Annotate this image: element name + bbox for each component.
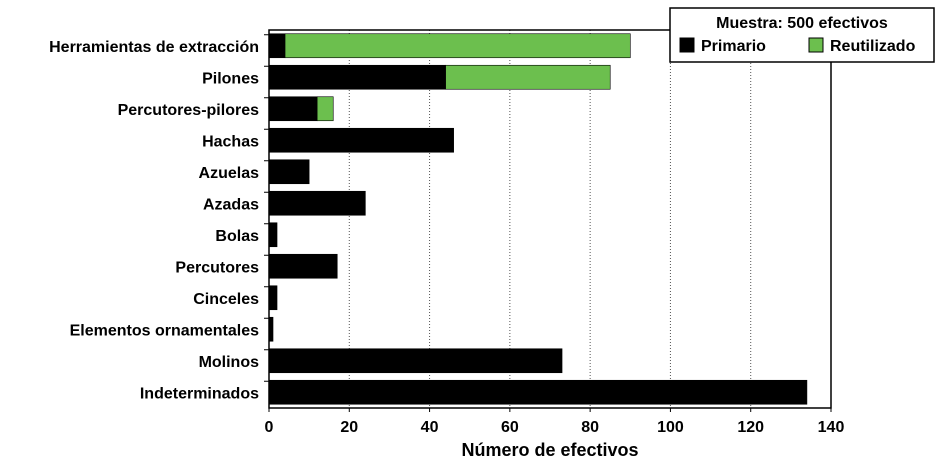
category-label: Hachas [202, 133, 259, 150]
grid-lines [348, 30, 752, 408]
legend-box [669, 7, 935, 63]
bar-primario-hachas [268, 127, 454, 153]
category-label: Azuelas [199, 165, 260, 182]
category-label: Pilones [202, 70, 259, 87]
legend-label-primario: Primario [701, 38, 766, 55]
legend-label-reutilizado: Reutilizado [830, 38, 916, 55]
category-label: Molinos [199, 354, 260, 371]
x-axis-title: Número de efectivos [461, 440, 638, 460]
category-label: Percutores-pilores [118, 102, 259, 119]
plot-frame [268, 29, 832, 409]
x-tick-label: 60 [501, 419, 519, 436]
bar-primario-percutores [268, 253, 338, 279]
category-label: Cinceles [193, 291, 259, 308]
x-tick-label: 20 [340, 419, 358, 436]
bar-primario-herramientas-de-extraccion [268, 33, 286, 59]
x-tick-label: 40 [421, 419, 439, 436]
category-label: Elementos ornamentales [70, 322, 260, 339]
bar-primario-bolas [268, 222, 278, 248]
category-label: Percutores [175, 259, 259, 276]
legend-swatch-primario [679, 37, 695, 53]
x-tick-label: 140 [818, 419, 845, 436]
category-label: Azadas [203, 196, 259, 213]
bar-primario-azadas [268, 190, 366, 216]
legend: Muestra: 500 efectivos Primario Reutiliz… [669, 7, 935, 63]
bar-primario-molinos [268, 348, 563, 374]
bar-primario-cinceles [268, 285, 278, 311]
bar-primario-indeterminados [268, 379, 808, 405]
x-tick-label: 100 [657, 419, 684, 436]
category-labels: Herramientas de extracción Pilones Percuto… [49, 34, 269, 402]
bars [268, 33, 808, 405]
category-label: Bolas [215, 228, 259, 245]
bar-primario-azuelas [268, 159, 310, 185]
category-label: Indeterminados [140, 385, 259, 402]
x-tick-label: 80 [581, 419, 599, 436]
legend-swatch-reutilizado [808, 37, 824, 53]
bar-reutilizado-herramientas-de-extraccion [284, 33, 631, 59]
bar-reutilizado-percutores-pilores [316, 96, 334, 122]
x-axis-ticks: 0 20 40 60 80 100 120 140 [265, 408, 845, 436]
bar-primario-pilones [268, 64, 446, 90]
bar-reutilizado-pilones [445, 64, 611, 90]
category-label: Herramientas de extracción [49, 39, 259, 56]
bar-primario-percutores-pilores [268, 96, 318, 122]
legend-title: Muestra: 500 efectivos [716, 15, 888, 32]
x-tick-label: 120 [737, 419, 764, 436]
x-tick-label: 0 [265, 419, 274, 436]
